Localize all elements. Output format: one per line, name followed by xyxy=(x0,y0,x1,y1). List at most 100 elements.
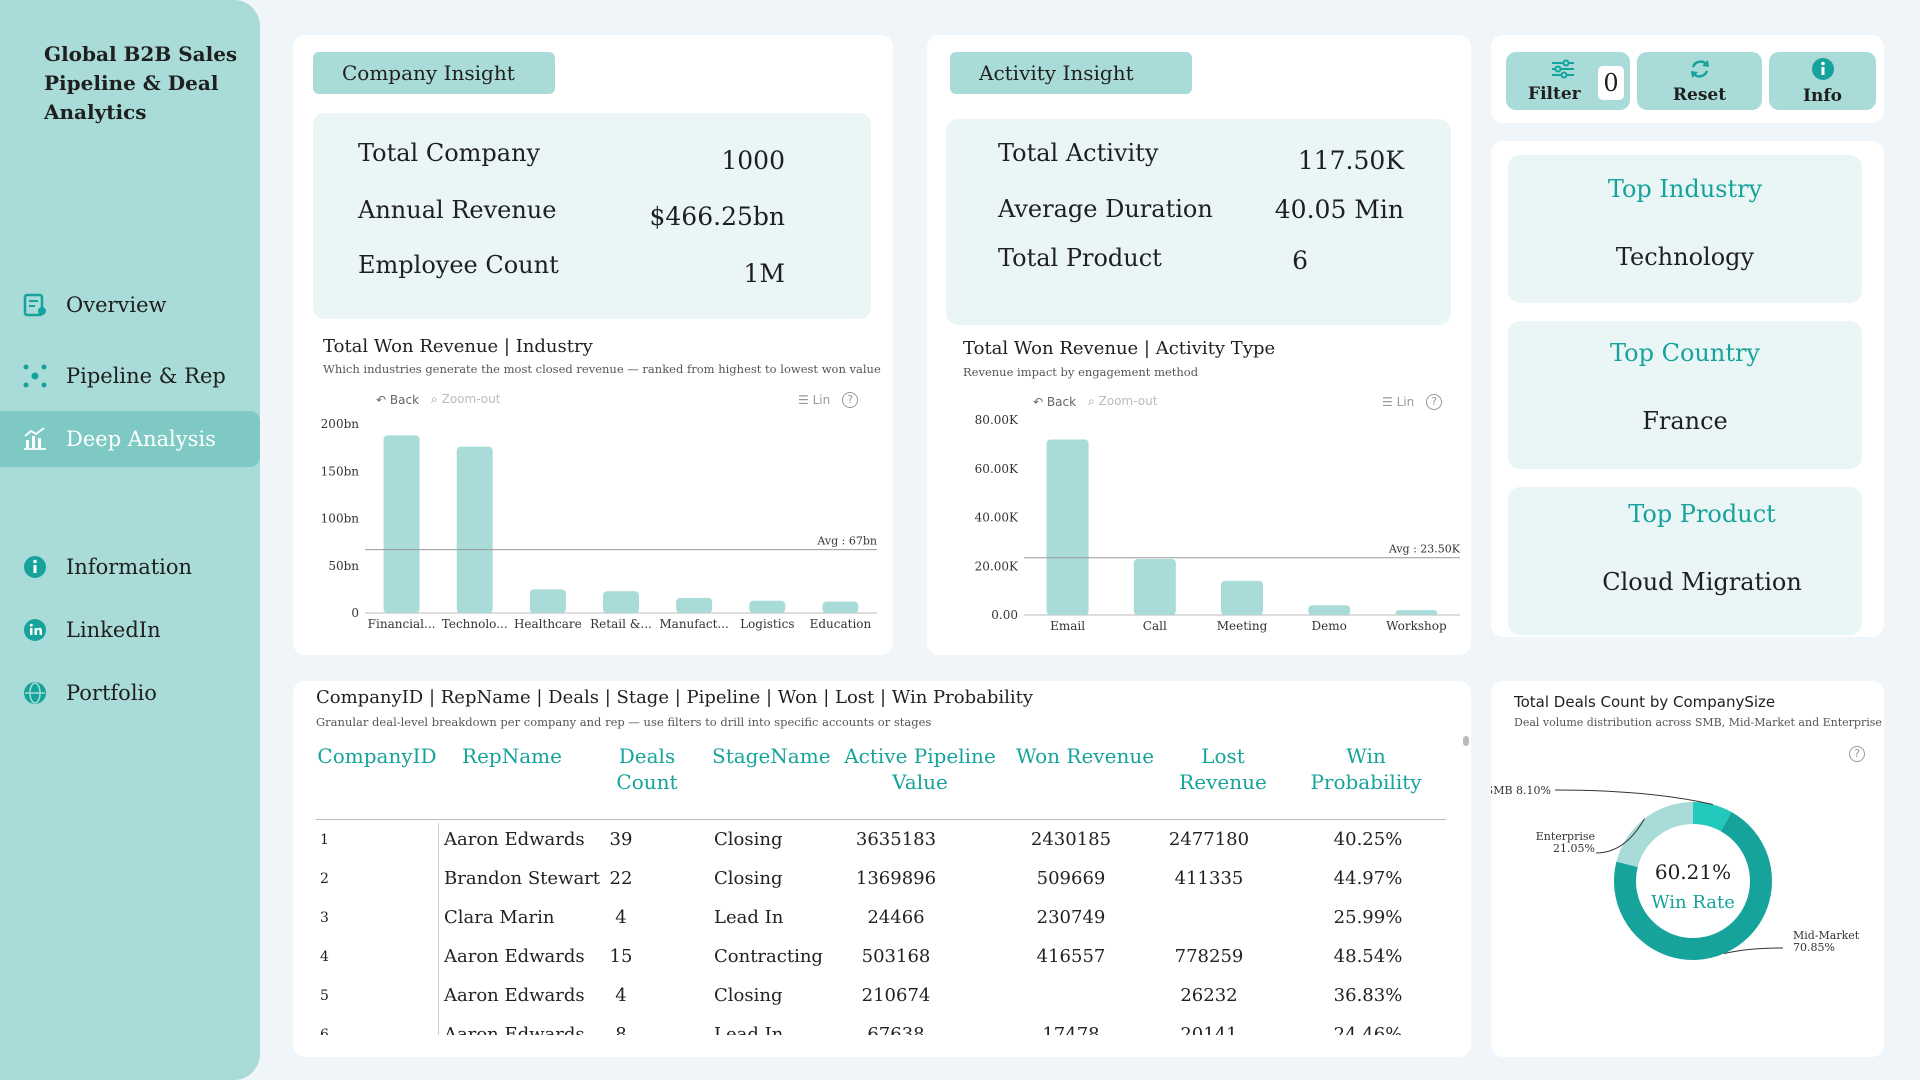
col-header-stagename[interactable]: StageName xyxy=(712,744,831,768)
donut-slice xyxy=(1692,802,1732,832)
back-button[interactable]: ↶ Back xyxy=(1033,394,1077,409)
table-body: 1 Aaron Edwards 39 Closing 3635183 2430185 247… xyxy=(316,823,1446,1035)
x-tick-label: Financial... xyxy=(368,617,436,631)
col-header-lost-revenue[interactable]: Lost Revenue xyxy=(1179,744,1267,794)
bar xyxy=(456,446,493,613)
table-cell: Lead In xyxy=(714,1024,784,1035)
filter-button[interactable]: Filter 0 xyxy=(1506,52,1630,110)
bar xyxy=(1133,558,1176,615)
chart-toolbar-right: ☰ Lin ? xyxy=(798,392,859,408)
bar xyxy=(529,589,566,613)
table-cell: 36.83% xyxy=(1333,985,1403,1006)
company-kpi-panel: Total Company 1000 Annual Revenue $466.2… xyxy=(313,113,871,319)
y-tick-label: 50bn xyxy=(328,559,359,573)
x-tick-label: Call xyxy=(1143,619,1167,633)
bar xyxy=(603,591,639,613)
bar xyxy=(1308,605,1351,615)
industry-bar-chart: 0 50bn 100bn 150bn 200bn Financial... Technolo… xyxy=(321,417,877,631)
top-value: Technology xyxy=(1615,243,1755,271)
bar xyxy=(822,601,859,613)
col-header-repname[interactable]: RepName xyxy=(462,744,562,768)
table-cell: Closing xyxy=(714,829,783,850)
col-header-win-probability[interactable]: Win Probability xyxy=(1310,744,1422,794)
kpi-value: 117.50K xyxy=(1297,146,1404,175)
back-button[interactable]: ↶ Back xyxy=(376,392,420,407)
sidebar-item-deep-analysis[interactable]: Deep Analysis xyxy=(0,411,260,467)
kpi-label: Total Company xyxy=(358,139,541,167)
sidebar-item-overview[interactable]: Overview xyxy=(0,277,260,333)
table-cell: 22 xyxy=(609,868,633,889)
table-cell: 230749 xyxy=(1036,907,1106,928)
globe-icon xyxy=(22,680,48,706)
kpi-label: Employee Count xyxy=(358,251,559,279)
y-tick-label: 100bn xyxy=(321,512,360,526)
donut-slice xyxy=(1616,802,1694,868)
sidebar-item-label: Deep Analysis xyxy=(66,427,216,451)
sidebar: Global B2B Sales Pipeline & Deal Analyti… xyxy=(0,0,260,1080)
col-header-deals-count[interactable]: Deals Count xyxy=(616,744,678,794)
help-icon[interactable]: ? xyxy=(1849,746,1865,762)
y-tick-label: 0 xyxy=(351,606,359,620)
linear-scale-button[interactable]: ☰ Lin xyxy=(1382,395,1415,409)
y-tick-label: 200bn xyxy=(321,417,360,431)
slice-label: Enterprise xyxy=(1536,830,1595,843)
kpi-value: 6 xyxy=(1292,246,1308,275)
tab-company-insight[interactable]: Company Insight xyxy=(313,52,555,94)
sidebar-item-linkedin[interactable]: LinkedIn xyxy=(0,602,260,658)
bar xyxy=(1221,580,1263,615)
table-cell: 4 xyxy=(615,907,627,928)
table-cell: 2430185 xyxy=(1030,829,1112,850)
col-header-pipeline-value[interactable]: Active Pipeline Value xyxy=(844,744,996,794)
sidebar-item-portfolio[interactable]: Portfolio xyxy=(0,665,260,721)
table-scrollbar[interactable] xyxy=(1463,736,1469,746)
reset-button[interactable]: Reset xyxy=(1637,52,1762,110)
table-row[interactable]: 1 Aaron Edwards 39 Closing 3635183 2430185 247… xyxy=(316,823,1446,861)
y-tick-label: 80.00K xyxy=(975,413,1019,427)
refresh-icon xyxy=(1688,58,1712,85)
table-cell: 24.46% xyxy=(1333,1024,1403,1035)
info-icon xyxy=(22,554,48,580)
col-header-won-revenue[interactable]: Won Revenue xyxy=(1015,744,1155,768)
help-icon[interactable]: ? xyxy=(842,392,859,408)
help-icon[interactable]: ? xyxy=(1426,394,1443,410)
table-cell: 6 xyxy=(320,1027,329,1035)
table-row[interactable]: 5 Aaron Edwards 4 Closing 210674 26232 36.83% xyxy=(316,979,1446,1017)
sidebar-item-information[interactable]: Information xyxy=(0,539,260,595)
table-row[interactable]: 4 Aaron Edwards 15 Contracting 503168 416557 7… xyxy=(316,940,1446,978)
zoom-out-button[interactable]: ⌕ Zoom-out xyxy=(1088,394,1158,408)
x-tick-label: Meeting xyxy=(1217,619,1268,633)
table-cell: Brandon Stewart xyxy=(444,868,601,889)
info-icon xyxy=(1811,57,1835,86)
chart-toolbar: ↶ Back ⌕ Zoom-out xyxy=(376,392,500,407)
table-cell: 26232 xyxy=(1180,985,1238,1006)
back-arrow-icon: ↶ xyxy=(376,392,387,407)
linear-scale-button[interactable]: ☰ Lin xyxy=(798,393,831,407)
sidebar-item-pipeline-rep[interactable]: Pipeline & Rep xyxy=(0,348,260,404)
kpi-label: Total Product xyxy=(998,244,1162,272)
deals-table-card xyxy=(293,681,1471,1057)
leader-line xyxy=(1724,947,1784,955)
x-tick-label: Logistics xyxy=(740,617,794,631)
donut-center-value: 60.21% xyxy=(1655,860,1731,884)
info-button[interactable]: Info xyxy=(1769,52,1876,110)
y-tick-label: 150bn xyxy=(321,464,360,478)
top-industry-box: Top Industry Technology xyxy=(1508,155,1862,303)
overview-icon xyxy=(22,292,48,318)
tab-activity-insight[interactable]: Activity Insight xyxy=(950,52,1192,94)
zoom-out-icon: ⌕ xyxy=(1088,394,1095,408)
sidebar-item-label: LinkedIn xyxy=(66,618,161,642)
activity-kpi-panel: Total Activity 117.50K Average Duration … xyxy=(946,119,1451,325)
table-cell: 210674 xyxy=(861,985,931,1006)
table-cell: Aaron Edwards xyxy=(444,985,585,1006)
col-header-companyid[interactable]: CompanyID xyxy=(317,744,437,768)
table-row[interactable]: 3 Clara Marin 4 Lead In 24466 230749 25.99% xyxy=(316,901,1446,939)
bar xyxy=(1046,439,1089,615)
bar xyxy=(1395,610,1438,615)
zoom-out-button[interactable]: ⌕ Zoom-out xyxy=(431,392,501,406)
table-cell: 503168 xyxy=(861,946,931,967)
table-row[interactable]: 2 Brandon Stewart 22 Closing 1369896 509669 41… xyxy=(316,862,1446,900)
table-row[interactable]: 6 Aaron Edwards 8 Lead In 67638 17478 20141 24.… xyxy=(316,1018,1446,1035)
bar xyxy=(749,600,786,613)
y-tick-label: 0.00 xyxy=(991,608,1018,622)
